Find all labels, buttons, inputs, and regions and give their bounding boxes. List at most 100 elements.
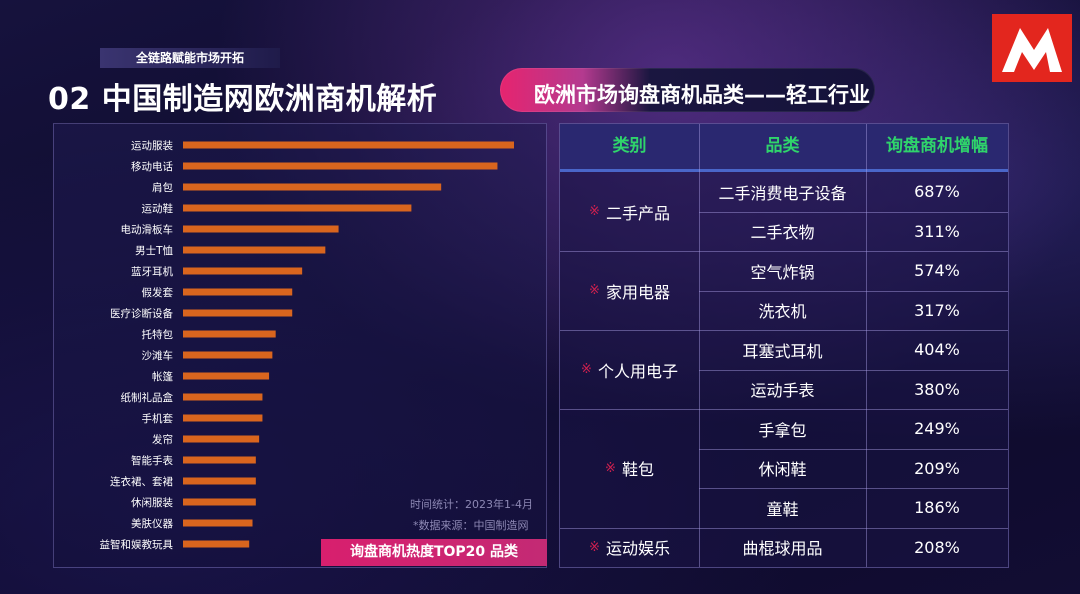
category-cell: ※ 家用电器 [560, 251, 699, 330]
growth-cell: 687% [914, 182, 960, 202]
category-label: 运动服装 [131, 139, 173, 152]
item-cell: 休闲鞋 [758, 460, 807, 480]
source-note: *数据来源：中国制造网 [413, 519, 529, 532]
header-growth: 询盘商机增幅 [886, 136, 988, 156]
bar [183, 477, 256, 485]
bar [183, 309, 293, 317]
chart-badge: 询盘商机热度TOP20 品类 [321, 539, 547, 566]
category-cell: ※ 二手产品 [560, 172, 699, 251]
growth-cell: 186% [914, 498, 960, 518]
growth-cell: 317% [914, 300, 960, 320]
growth-cell: 404% [914, 340, 960, 360]
row-divider [699, 488, 1008, 489]
category-cell: ※ 个人用电子 [560, 330, 699, 409]
category-label: 发帘 [152, 433, 173, 446]
row-divider [699, 369, 1008, 371]
bar [183, 267, 303, 275]
bar [183, 498, 256, 506]
growth-cell: 249% [914, 419, 960, 439]
bar [183, 519, 253, 527]
category-label: 鞋包 [621, 460, 654, 480]
category-label: 托特包 [142, 328, 174, 341]
table-header: 类别 品类 询盘商机增幅 [560, 124, 1008, 172]
category-label: 蓝牙耳机 [131, 265, 173, 278]
bar [183, 162, 498, 170]
category-label: 运动娱乐 [605, 539, 670, 559]
item-cell: 二手消费电子设备 [718, 183, 847, 203]
column-divider [866, 124, 867, 567]
category-cell: ※ 鞋包 [560, 409, 699, 528]
page-title: 02 中国制造网欧洲商机解析 [48, 82, 438, 117]
bar [183, 540, 250, 548]
header-category: 类别 [612, 136, 647, 156]
tagline: 全链路赋能市场开拓 [100, 48, 280, 68]
bar [183, 330, 276, 338]
time-note: 时间统计：2023年1-4月 [410, 498, 533, 511]
bar [183, 183, 442, 191]
category-label: 休闲服装 [131, 496, 173, 509]
bar [183, 351, 273, 359]
bar [183, 246, 326, 254]
item-cell: 曲棍球用品 [742, 539, 823, 559]
row-divider [699, 448, 1008, 450]
brand-logo [992, 14, 1072, 82]
growth-cell: 311% [914, 221, 960, 241]
category-mark: ※ [581, 362, 592, 377]
category-mark: ※ [605, 460, 616, 476]
category-label: 家用电器 [605, 282, 670, 302]
growth-cell: 574% [914, 261, 960, 281]
category-label: 纸制礼品盒 [121, 391, 174, 404]
category-label: 假发套 [142, 286, 174, 299]
category-label: 运动鞋 [142, 202, 174, 215]
row-divider [560, 251, 1008, 252]
category-label: 益智和娱教玩具 [100, 538, 174, 551]
item-cell: 洗衣机 [758, 302, 807, 322]
item-cell: 空气炸锅 [750, 262, 815, 282]
row-divider [560, 527, 1008, 529]
growth-cell: 208% [914, 537, 960, 557]
bar [183, 288, 293, 296]
category-label: 男士T恤 [135, 244, 173, 257]
category-label: 医疗诊断设备 [110, 307, 173, 320]
bar [183, 435, 260, 443]
bar [183, 204, 412, 212]
category-label: 移动电话 [131, 160, 173, 173]
category-label: 肩包 [152, 181, 173, 194]
bar [183, 225, 339, 233]
item-cell: 耳塞式耳机 [742, 341, 823, 361]
category-label: 美肤仪器 [131, 517, 173, 530]
subtitle: 欧洲市场询盘商机品类——轻工行业 [534, 83, 870, 107]
subtitle-pill [500, 68, 875, 112]
category-label: 智能手表 [131, 454, 173, 467]
category-cell: ※ 运动娱乐 [560, 528, 699, 568]
bar [183, 141, 514, 149]
item-cell: 童鞋 [766, 499, 799, 519]
row-divider [699, 211, 1008, 213]
row-divider [699, 290, 1008, 292]
item-cell: 手拿包 [758, 420, 807, 440]
bar-chart: 运动服装移动电话肩包运动鞋电动滑板车男士T恤蓝牙耳机假发套医疗诊断设备托特包沙滩… [100, 139, 514, 551]
logo-m-icon [1002, 28, 1062, 72]
bar [183, 456, 256, 464]
item-cell: 运动手表 [750, 381, 815, 401]
category-label: 手机套 [142, 412, 174, 425]
item-cell: 二手衣物 [750, 223, 815, 243]
category-table: 类别 品类 询盘商机增幅 ※ 二手产品 二手消费电子设备 687% 二手衣物 311% ※ 家… [559, 123, 1009, 568]
category-label: 二手产品 [605, 203, 670, 223]
column-divider [699, 124, 700, 567]
bar [183, 393, 263, 401]
category-label: 连衣裙、套裙 [110, 475, 173, 488]
category-label: 个人用电子 [597, 361, 678, 381]
growth-cell: 209% [914, 458, 960, 478]
row-divider [560, 330, 1008, 331]
category-mark: ※ [589, 204, 600, 219]
category-label: 沙滩车 [142, 349, 174, 362]
header-item: 品类 [765, 136, 800, 156]
growth-cell: 380% [914, 379, 960, 399]
category-mark: ※ [589, 539, 600, 555]
category-label: 帐篷 [152, 370, 173, 383]
bar [183, 414, 263, 422]
row-divider [560, 409, 1008, 410]
category-label: 电动滑板车 [121, 223, 174, 236]
chart-panel: 运动服装移动电话肩包运动鞋电动滑板车男士T恤蓝牙耳机假发套医疗诊断设备托特包沙滩… [53, 123, 547, 568]
